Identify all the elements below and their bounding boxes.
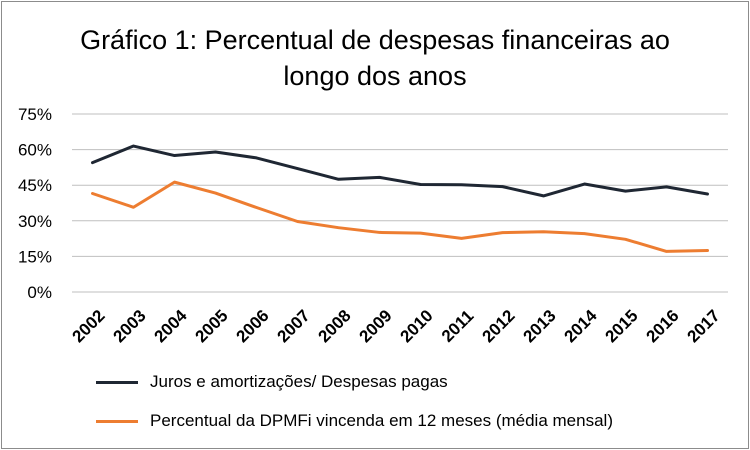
- data-point-series-1: [460, 183, 463, 186]
- x-tick-label: 2003: [110, 306, 150, 346]
- y-tick-label: 0%: [27, 283, 52, 302]
- data-point-series-2: [665, 250, 668, 253]
- data-point-series-1: [583, 182, 586, 186]
- x-tick-label: 2011: [438, 306, 478, 346]
- data-point-series-1: [378, 176, 381, 179]
- series-lines: [91, 144, 709, 253]
- x-tick-label: 2017: [684, 306, 724, 346]
- data-point-series-2: [706, 249, 709, 252]
- y-tick-label: 45%: [18, 176, 52, 195]
- x-tick-label: 2016: [643, 306, 683, 346]
- data-point-series-2: [173, 180, 176, 184]
- y-axis-ticks: 0% 15% 30% 45% 60% 75%: [18, 105, 52, 302]
- chart-title-line-2: longo dos anos: [283, 61, 467, 91]
- x-tick-label: 2009: [356, 306, 396, 346]
- data-point-series-2: [419, 231, 422, 235]
- x-tick-label: 2008: [315, 306, 355, 346]
- x-tick-label: 2002: [69, 306, 109, 346]
- data-point-series-1: [255, 156, 258, 160]
- data-point-series-1: [706, 192, 709, 196]
- data-point-series-1: [173, 154, 176, 157]
- data-point-series-1: [542, 194, 545, 198]
- series-line-1: [91, 144, 709, 198]
- data-point-series-1: [337, 178, 340, 181]
- data-point-series-2: [624, 238, 627, 241]
- data-point-series-2: [296, 220, 299, 223]
- y-tick-label: 60%: [18, 141, 52, 160]
- data-point-series-2: [378, 231, 381, 234]
- x-tick-label: 2015: [602, 306, 642, 346]
- data-point-series-1: [296, 167, 299, 170]
- y-tick-label: 15%: [18, 247, 52, 266]
- data-point-series-1: [624, 189, 627, 193]
- legend-label-series-2: Percentual da DPMFi vincenda em 12 meses…: [150, 411, 613, 430]
- data-point-series-2: [214, 191, 217, 195]
- data-point-series-2: [132, 206, 135, 209]
- data-point-series-2: [583, 232, 586, 235]
- grid-lines: [72, 113, 728, 293]
- chart-title-line-1: Gráfico 1: Percentual de despesas financ…: [80, 25, 670, 55]
- legend-swatch-series-1: [96, 380, 138, 384]
- data-point-series-1: [132, 144, 135, 148]
- data-point-series-1: [501, 185, 504, 188]
- data-point-series-2: [501, 231, 504, 234]
- data-point-series-1: [91, 161, 94, 164]
- legend-item-series-2: Percentual da DPMFi vincenda em 12 meses…: [96, 411, 736, 431]
- x-axis-ticks: 2002 2003 2004 2005 2006 2007 2008 2009 2010 2011…: [69, 306, 724, 347]
- legend-swatch-series-2: [96, 419, 138, 423]
- x-tick-label: 2004: [151, 306, 192, 347]
- data-point-series-2: [255, 206, 258, 209]
- x-tick-label: 2007: [274, 306, 314, 346]
- x-tick-label: 2005: [192, 306, 232, 346]
- data-point-series-2: [91, 192, 94, 195]
- data-point-series-2: [542, 230, 545, 233]
- x-tick-label: 2013: [520, 306, 560, 346]
- data-point-series-2: [337, 226, 340, 229]
- x-tick-label: 2014: [561, 306, 602, 347]
- data-point-series-2: [460, 237, 463, 240]
- x-tick-label: 2012: [479, 306, 519, 346]
- series-line-2: [91, 180, 709, 253]
- data-point-series-1: [665, 185, 668, 189]
- y-tick-label: 30%: [18, 212, 52, 231]
- y-tick-label: 75%: [18, 105, 52, 124]
- data-point-series-1: [419, 183, 422, 186]
- data-point-series-1: [214, 150, 217, 154]
- legend-item-series-1: Juros e amortizações/ Despesas pagas: [96, 372, 736, 392]
- x-tick-label: 2010: [397, 306, 437, 346]
- x-tick-label: 2006: [233, 306, 273, 346]
- chart-title: Gráfico 1: Percentual de despesas financ…: [2, 22, 748, 94]
- legend-label-series-1: Juros e amortizações/ Despesas pagas: [150, 372, 448, 391]
